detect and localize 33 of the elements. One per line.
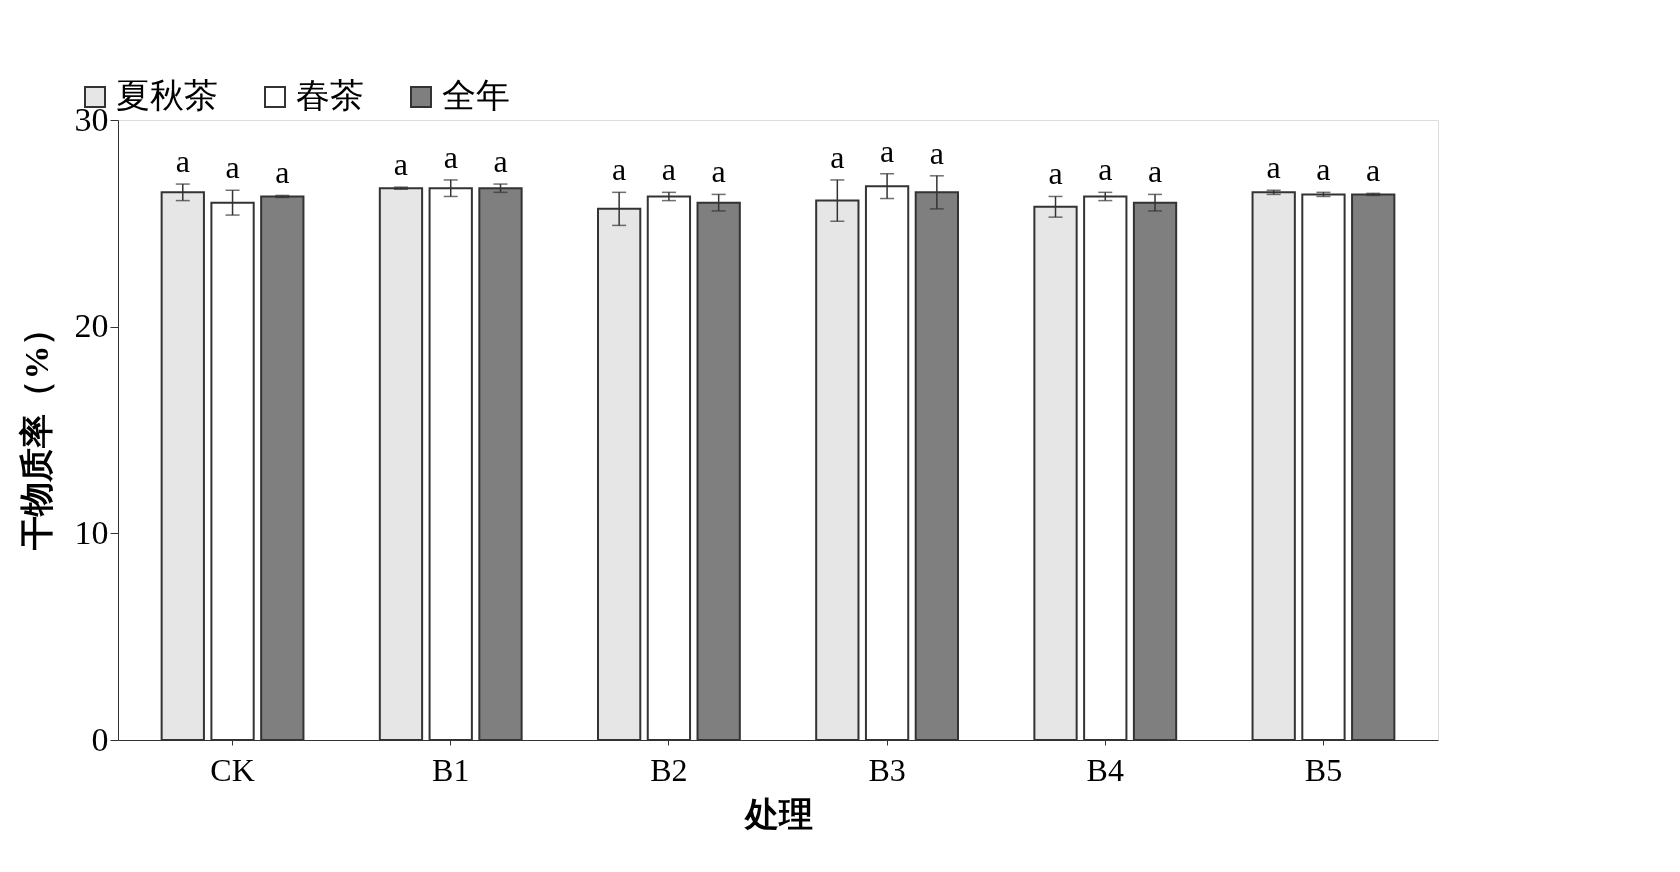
legend-label: 夏秋茶 — [116, 77, 218, 114]
y-axis-title: 干物质率（%） — [17, 311, 55, 551]
data-label: a — [830, 138, 845, 175]
legend-label: 春茶 — [296, 77, 364, 114]
data-label: a — [443, 138, 458, 175]
data-label: a — [225, 149, 240, 186]
data-label: a — [1366, 152, 1381, 189]
y-tick-label: 30 — [74, 100, 109, 138]
data-label: a — [612, 151, 627, 188]
data-label: a — [1316, 151, 1331, 188]
x-tick-label: B2 — [650, 751, 688, 788]
x-tick-label: CK — [210, 751, 255, 788]
data-label: a — [879, 132, 895, 169]
y-tick-label: 10 — [74, 513, 109, 551]
data-label: a — [661, 151, 677, 188]
data-label: a — [1048, 155, 1063, 192]
y-tick-label: 20 — [74, 307, 109, 345]
data-label: a — [1266, 149, 1281, 186]
x-tick-label: B1 — [432, 751, 470, 788]
legend-label: 全年 — [442, 77, 510, 114]
data-label: a — [1147, 153, 1163, 190]
x-tick-label: B4 — [1086, 751, 1124, 788]
data-label: a — [929, 134, 944, 171]
x-tick-label: B3 — [868, 751, 906, 788]
y-tick-label: 0 — [91, 720, 109, 758]
data-label: a — [275, 154, 290, 191]
data-label: a — [493, 143, 508, 180]
x-tick-label: B5 — [1304, 751, 1343, 788]
data-label: a — [1098, 151, 1113, 188]
x-axis-title: 处理 — [743, 795, 813, 833]
data-label: a — [393, 146, 409, 183]
data-label: a — [175, 143, 190, 180]
data-label: a — [711, 153, 726, 190]
